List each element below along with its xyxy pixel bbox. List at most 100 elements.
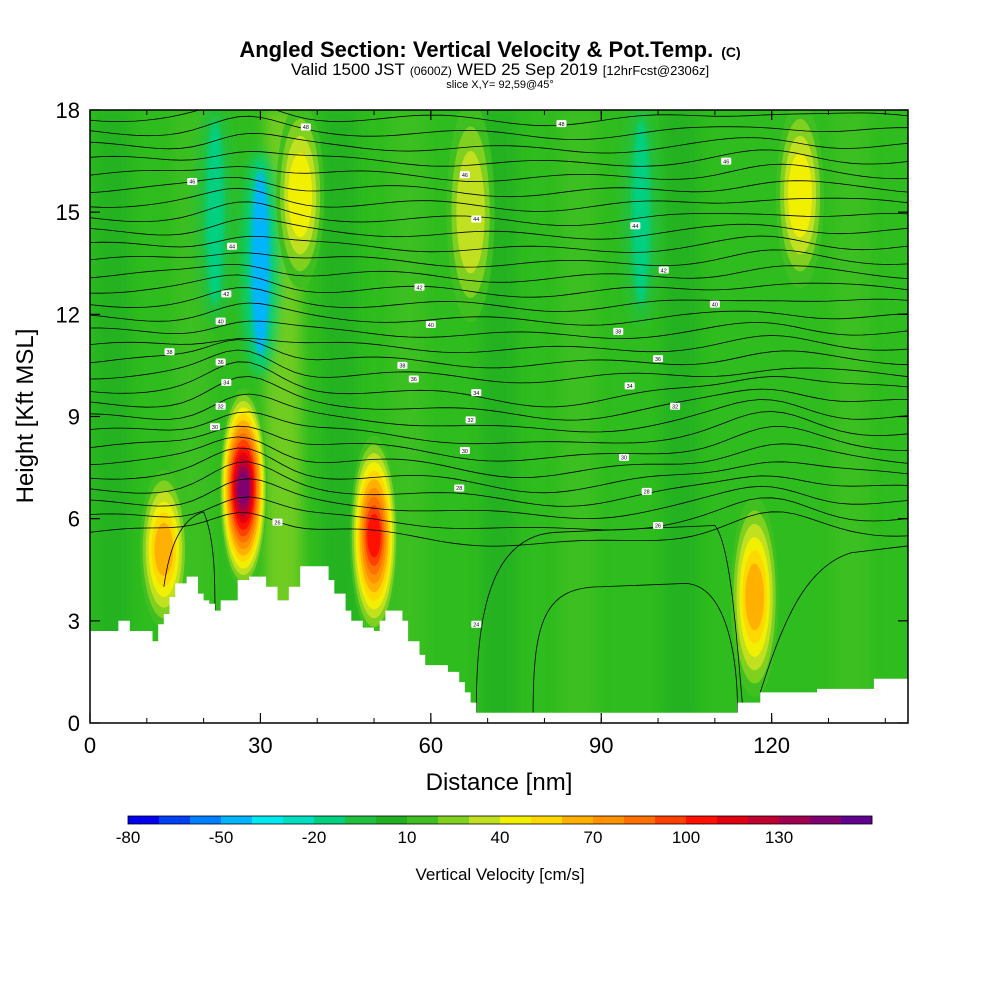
colorbar-tick-label: 100 [672,828,700,847]
theta-contour [90,149,908,167]
field-band [833,110,870,723]
theta-label: 42 [221,290,232,298]
svg-text:24: 24 [473,622,479,628]
svg-text:44: 44 [473,217,479,223]
svg-text:48: 48 [558,122,564,128]
svg-text:30: 30 [462,449,468,455]
theta-label: 38 [397,361,408,370]
theta-contour [90,461,908,507]
svg-text:26: 26 [274,520,280,526]
field-band [662,110,699,723]
theta-label: 36 [215,358,226,366]
colorbar-swatch [407,816,439,824]
chart-title: Angled Section: Vertical Velocity & Pot.… [239,37,740,62]
theta-contour [90,411,908,445]
theta-label: 24 [471,620,482,628]
colorbar-tick-label: 10 [398,828,417,847]
theta-label: 42 [414,283,425,291]
theta-label: 46 [721,157,732,165]
svg-text:40: 40 [218,319,224,325]
theta-contour [90,115,908,141]
downdraft-core [632,120,651,305]
svg-text:40: 40 [712,302,718,308]
x-tick-label: 30 [248,733,272,758]
svg-text:32: 32 [468,418,474,424]
y-tick-label: 6 [68,507,80,532]
colorbar-swatch [748,816,780,824]
theta-label: 32 [215,402,226,410]
svg-text:42: 42 [661,268,667,274]
svg-text:32: 32 [672,404,678,410]
theta-label: 26 [653,521,664,530]
colorbar-swatch [252,816,284,824]
colorbar-tick-label: -20 [302,828,327,847]
colorbar-swatch [283,816,315,824]
theta-label: 44 [227,242,238,250]
svg-text:28: 28 [456,486,462,492]
theta-contour [90,274,908,298]
svg-text:46: 46 [189,180,195,186]
colorbar-swatch [128,816,160,824]
theta-label: 26 [272,518,283,526]
svg-text:36: 36 [655,357,661,363]
colorbar-swatch [500,816,532,824]
colorbar-swatch [159,816,191,824]
theta-contour [532,582,738,713]
y-tick-label: 18 [56,98,80,123]
x-tick-label: 0 [84,733,96,758]
theta-label: 44 [630,222,641,230]
svg-text:46: 46 [723,159,729,165]
colorbar-swatch [190,816,222,824]
colorbar-tick-label: -50 [209,828,234,847]
theta-label: 40 [709,300,720,308]
theta-label: 32 [670,402,681,410]
theta-contour [90,436,908,479]
theta-label: 44 [471,215,482,223]
colorbar-swatch [655,816,687,824]
updraft-level [748,577,762,617]
theta-contour [90,335,908,354]
colorbar: -80 -50 -20 10 40 70 100 130 [116,815,873,847]
x-tick-label: 90 [589,733,613,758]
theta-label: 34 [221,378,232,387]
colorbar-tick-label: 130 [765,828,793,847]
colorbar-swatch [593,816,625,824]
theta-contour [90,349,908,384]
svg-text:28: 28 [644,490,650,496]
y-tick-label: 12 [56,302,80,327]
theta-label: 40 [215,317,226,325]
svg-text:48: 48 [303,125,309,131]
colorbar-swatch [531,816,563,824]
colorbar-tick-label: -80 [116,828,141,847]
svg-text:42: 42 [223,292,229,298]
theta-contour [90,287,908,312]
theta-label: 28 [454,484,465,492]
svg-text:38: 38 [615,330,621,336]
x-axis-title: Distance [nm] [426,769,573,796]
theta-contour [90,478,908,520]
svg-text:30: 30 [621,456,627,462]
updraft-level [292,169,309,221]
y-tick-label: 3 [68,609,80,634]
theta-label: 28 [641,487,652,496]
colorbar-swatch [686,816,718,824]
colorbar-swatch [345,816,377,824]
svg-text:34: 34 [473,391,479,397]
theta-contour [90,361,908,408]
theta-contour [90,217,908,240]
colorbar-swatch [717,816,749,824]
x-tick-label: 120 [753,733,790,758]
theta-label: 38 [164,348,175,356]
theta-label: 40 [425,321,436,329]
theta-label: 34 [471,389,482,397]
svg-text:38: 38 [166,350,172,356]
colorbar-frame [127,815,873,825]
theta-contour [90,177,908,198]
field-band [560,110,597,723]
theta-contour [90,264,908,283]
slice-label: slice X,Y= 92,59@45° [446,79,554,91]
theta-contour [90,425,908,462]
theta-label: 48 [300,123,311,131]
